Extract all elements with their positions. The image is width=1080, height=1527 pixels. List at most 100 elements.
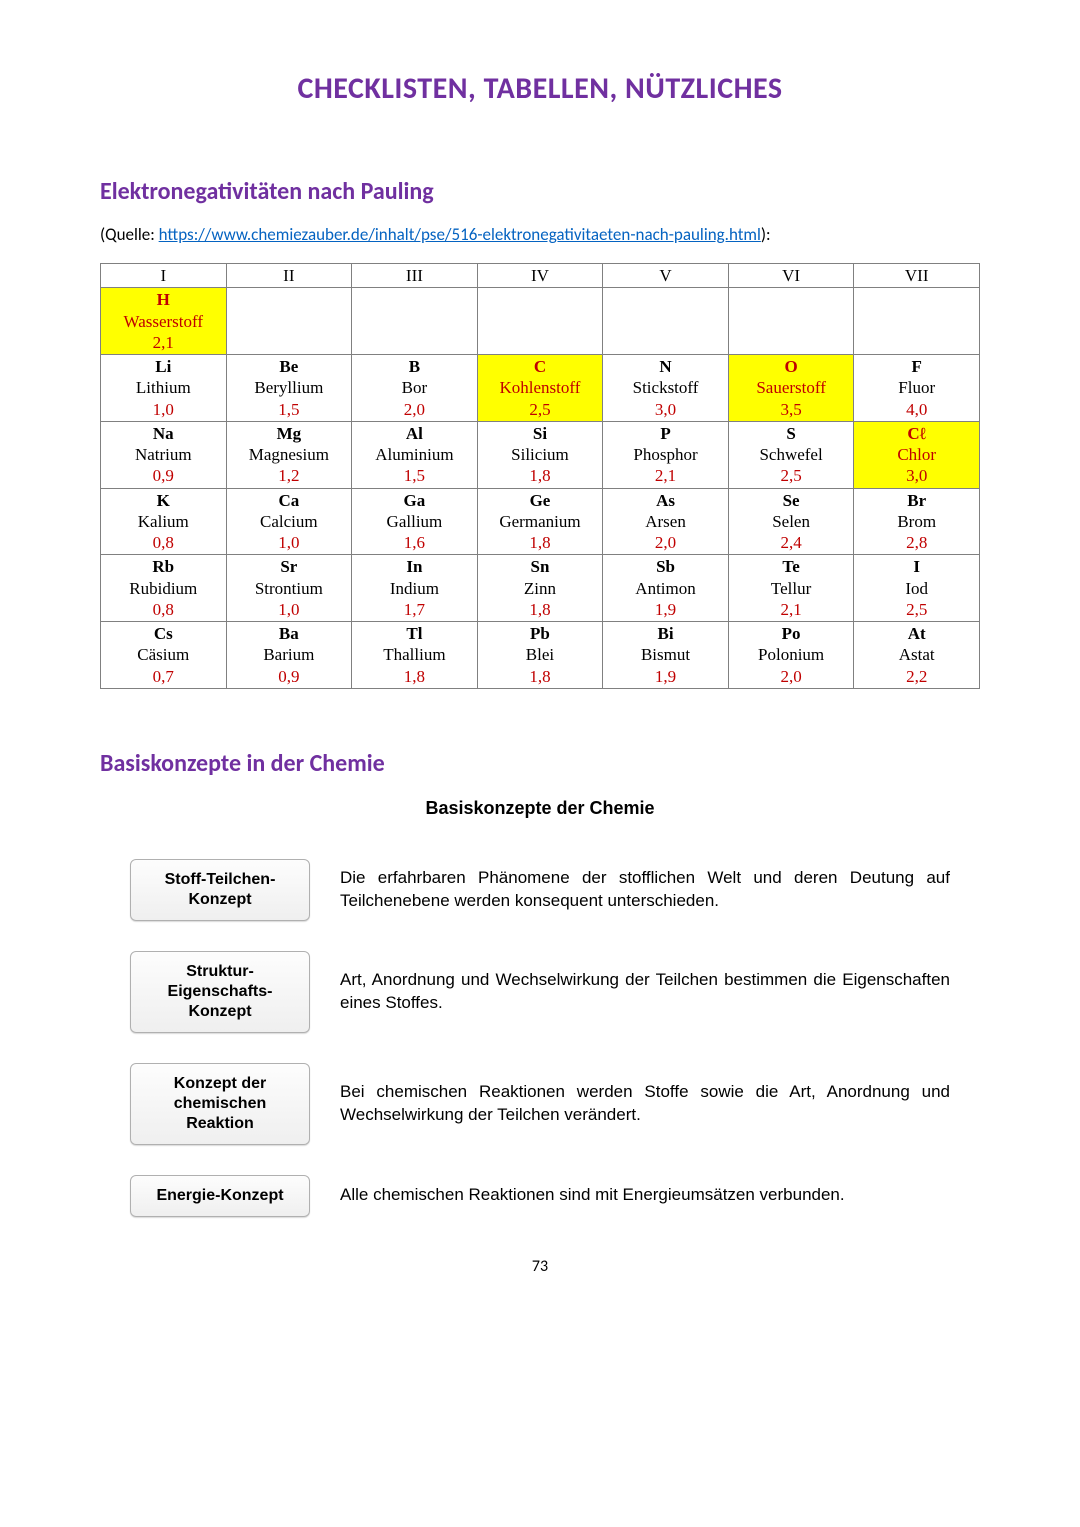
table-cell: SSchwefel2,5 <box>728 421 854 488</box>
element-symbol: Be <box>279 356 298 377</box>
element-symbol: At <box>908 623 926 644</box>
element-value: 1,2 <box>278 465 299 486</box>
table-row: NaNatrium0,9MgMagnesium1,2AlAluminium1,5… <box>101 421 980 488</box>
table-cell: TlThallium1,8 <box>352 622 478 689</box>
element-name: Arsen <box>645 511 686 532</box>
element-value: 2,5 <box>780 465 801 486</box>
table-cell: IIod2,5 <box>854 555 980 622</box>
element-name: Selen <box>772 511 810 532</box>
concept-row: Konzept der chemischen Reaktion Bei chemi… <box>100 1063 980 1145</box>
element-name: Silicium <box>511 444 569 465</box>
table-cell: PoPolonium2,0 <box>728 622 854 689</box>
page-number: 73 <box>100 1257 980 1276</box>
element-name: Stickstoff <box>633 377 699 398</box>
element-value: 0,7 <box>153 666 174 687</box>
table-cell: CKohlenstoff2,5 <box>477 355 603 422</box>
element-name: Bismut <box>641 644 690 665</box>
concept-row: Energie-KonzeptAlle chemischen Reaktione… <box>100 1175 980 1217</box>
element-name: Bor <box>402 377 428 398</box>
concept-badge: Stoff-Teilchen-Konzept <box>130 859 310 921</box>
element-symbol: Rb <box>152 556 174 577</box>
element-name: Schwefel <box>759 444 822 465</box>
table-header-cell: V <box>603 264 729 288</box>
element-name: Calcium <box>260 511 318 532</box>
concept-description: Bei chemischen Reaktionen werden Stoffe … <box>340 1081 950 1127</box>
concept-badge: Konzept der chemischen Reaktion <box>130 1063 310 1145</box>
element-symbol: I <box>913 556 920 577</box>
table-header-cell: VI <box>728 264 854 288</box>
table-cell <box>854 288 980 355</box>
table-cell: KKalium0,8 <box>101 488 227 555</box>
table-cell <box>728 288 854 355</box>
element-value: 1,5 <box>404 465 425 486</box>
element-name: Brom <box>897 511 936 532</box>
source-suffix: ): <box>761 224 771 245</box>
source-link[interactable]: https://www.chemiezauber.de/inhalt/pse/5… <box>159 224 761 245</box>
element-symbol: Sr <box>280 556 297 577</box>
table-header-cell: VII <box>854 264 980 288</box>
element-name: Chlor <box>897 444 936 465</box>
element-value: 2,1 <box>655 465 676 486</box>
concepts-subtitle: Basiskonzepte der Chemie <box>100 798 980 819</box>
element-symbol: O <box>784 356 797 377</box>
element-value: 0,9 <box>153 465 174 486</box>
table-header-cell: III <box>352 264 478 288</box>
table-cell: BrBrom2,8 <box>854 488 980 555</box>
element-symbol: Cℓ <box>907 423 926 444</box>
table-cell <box>477 288 603 355</box>
element-symbol: Al <box>406 423 423 444</box>
element-value: 1,8 <box>529 532 550 553</box>
concept-badge: Energie-Konzept <box>130 1175 310 1217</box>
element-value: 1,0 <box>278 599 299 620</box>
table-cell: NaNatrium0,9 <box>101 421 227 488</box>
element-name: Germanium <box>499 511 580 532</box>
element-value: 1,0 <box>153 399 174 420</box>
element-name: Polonium <box>758 644 824 665</box>
table-cell: InIndium1,7 <box>352 555 478 622</box>
element-value: 0,8 <box>153 599 174 620</box>
element-name: Natrium <box>135 444 192 465</box>
table-cell: BBor2,0 <box>352 355 478 422</box>
element-symbol: Tl <box>406 623 422 644</box>
element-symbol: H <box>157 289 170 310</box>
element-symbol: S <box>786 423 795 444</box>
element-symbol: P <box>660 423 670 444</box>
table-cell: PPhosphor2,1 <box>603 421 729 488</box>
concepts-container: Stoff-Teilchen-KonzeptDie erfahrbaren Ph… <box>100 859 980 1217</box>
element-name: Antimon <box>635 578 695 599</box>
element-value: 1,7 <box>404 599 425 620</box>
element-value: 1,6 <box>404 532 425 553</box>
table-row: HWasserstoff2,1 <box>101 288 980 355</box>
element-symbol: Si <box>533 423 547 444</box>
element-value: 0,8 <box>153 532 174 553</box>
element-symbol: Li <box>155 356 171 377</box>
element-name: Wasserstoff <box>124 311 204 332</box>
element-name: Barium <box>263 644 314 665</box>
table-row: KKalium0,8CaCalcium1,0GaGallium1,6GeGerm… <box>101 488 980 555</box>
element-name: Astat <box>899 644 935 665</box>
table-header-cell: II <box>226 264 352 288</box>
element-name: Kohlenstoff <box>500 377 581 398</box>
element-value: 1,9 <box>655 666 676 687</box>
element-symbol: Bi <box>658 623 674 644</box>
element-value: 1,8 <box>529 599 550 620</box>
table-cell: RbRubidium0,8 <box>101 555 227 622</box>
element-name: Phosphor <box>633 444 697 465</box>
element-symbol: As <box>656 490 675 511</box>
table-cell: AsArsen2,0 <box>603 488 729 555</box>
element-value: 2,4 <box>780 532 801 553</box>
element-symbol: Mg <box>277 423 302 444</box>
element-name: Strontium <box>255 578 323 599</box>
element-symbol: Br <box>907 490 926 511</box>
concept-row: Struktur-Eigenschafts-KonzeptArt, Anordn… <box>100 951 980 1033</box>
element-value: 3,5 <box>780 399 801 420</box>
table-cell: MgMagnesium1,2 <box>226 421 352 488</box>
element-symbol: In <box>406 556 422 577</box>
element-value: 2,8 <box>906 532 927 553</box>
table-cell: AtAstat2,2 <box>854 622 980 689</box>
table-cell: BiBismut1,9 <box>603 622 729 689</box>
table-cell: HWasserstoff2,1 <box>101 288 227 355</box>
element-value: 2,5 <box>906 599 927 620</box>
element-name: Blei <box>526 644 554 665</box>
concept-badge: Struktur-Eigenschafts-Konzept <box>130 951 310 1033</box>
